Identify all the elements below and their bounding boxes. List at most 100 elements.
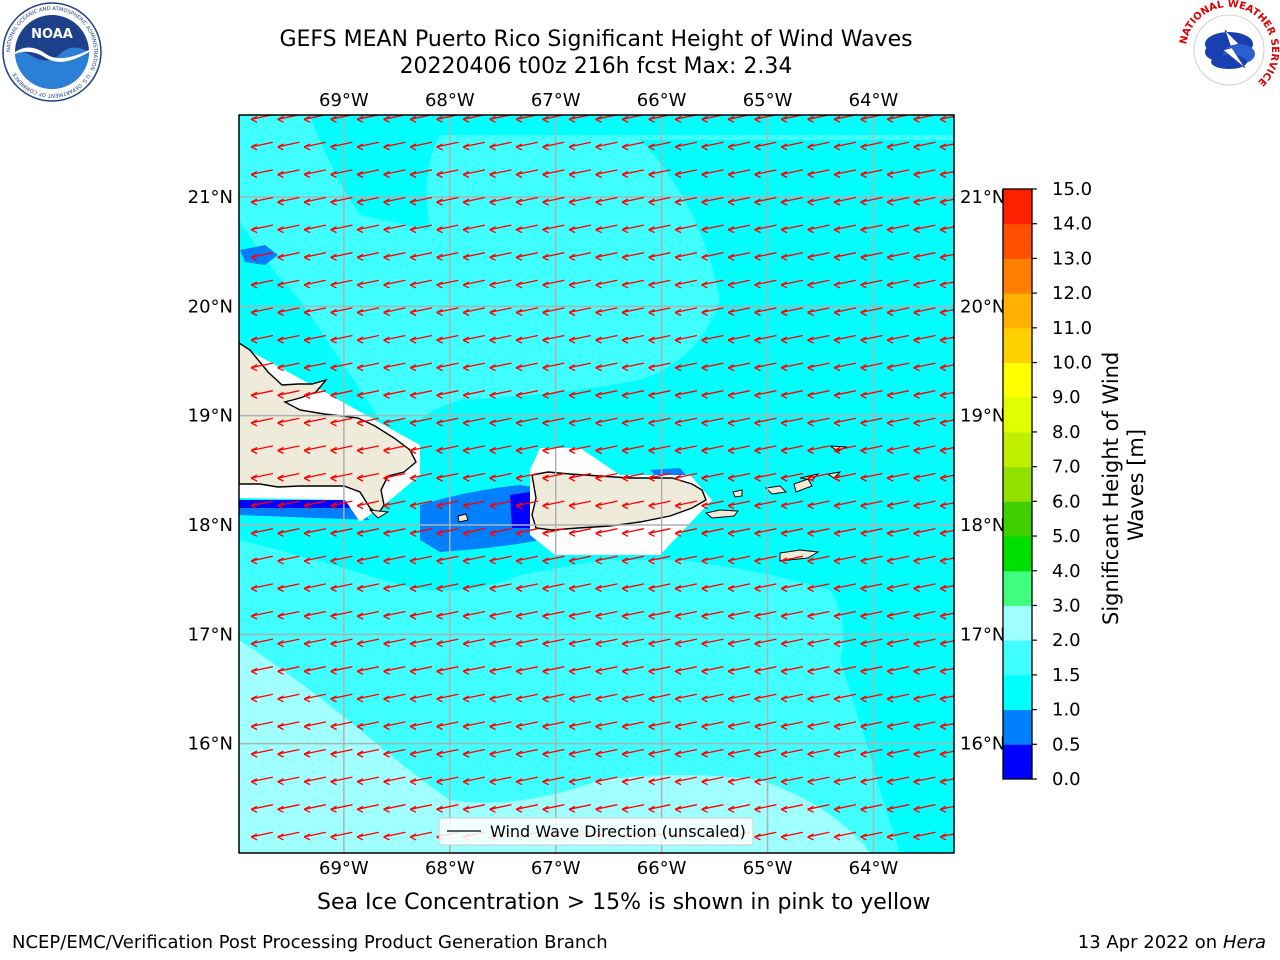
wave-direction-arrow	[515, 583, 539, 593]
wave-direction-arrow	[701, 334, 724, 344]
wave-direction-arrow	[250, 693, 274, 703]
wave-direction-arrow	[780, 721, 804, 731]
wave-direction-arrow	[886, 307, 910, 317]
wave-direction-arrow	[727, 196, 751, 206]
wave-direction-arrow	[701, 362, 724, 372]
lon-tick-label-bottom: 68°W	[425, 858, 475, 879]
wave-direction-arrow	[303, 307, 327, 317]
wave-direction-arrow	[595, 390, 618, 399]
wave-direction-arrow	[727, 417, 751, 427]
wave-direction-arrow	[568, 693, 592, 703]
wave-direction-arrow	[807, 776, 830, 786]
wave-direction-arrow	[727, 307, 751, 317]
wave-direction-arrow	[833, 583, 857, 593]
colorbar-tick-label: 10.0	[1052, 353, 1092, 374]
wave-direction-arrow	[727, 169, 751, 179]
wave-direction-arrow	[621, 500, 645, 510]
wave-direction-arrow	[330, 776, 353, 786]
wave-direction-arrow	[568, 169, 592, 179]
wave-direction-arrow	[807, 362, 830, 372]
wave-direction-arrow	[913, 307, 936, 317]
wave-direction-arrow	[701, 693, 724, 703]
wave-direction-arrow	[939, 722, 954, 731]
wave-direction-arrow	[409, 528, 433, 537]
wave-direction-arrow	[595, 417, 618, 427]
wave-direction-arrow	[489, 252, 512, 261]
wave-direction-arrow	[860, 224, 883, 234]
wave-direction-arrow	[356, 307, 380, 317]
wave-direction-arrow	[330, 555, 353, 565]
wave-direction-arrow	[515, 610, 539, 620]
lat-tick-label-right: 21°N	[960, 187, 1005, 208]
footer-date: 13 Apr 2022 on Hera	[1078, 932, 1266, 953]
wave-direction-arrow	[436, 224, 459, 234]
wave-direction-arrow	[807, 169, 830, 179]
wave-direction-arrow	[939, 391, 954, 399]
wave-direction-arrow	[356, 693, 380, 703]
wave-direction-arrow	[250, 583, 274, 593]
lat-tick-label-left: 16°N	[188, 734, 233, 755]
wave-direction-arrow	[886, 583, 910, 593]
wave-direction-arrow	[754, 307, 777, 317]
wave-direction-arrow	[674, 610, 698, 620]
wave-direction-arrow	[515, 721, 539, 731]
wave-direction-arrow	[939, 364, 954, 372]
wave-direction-arrow	[833, 638, 857, 648]
wave-direction-arrow	[913, 417, 936, 427]
wave-direction-arrow	[436, 334, 459, 344]
wave-direction-arrow	[303, 141, 327, 151]
wave-direction-arrow	[939, 143, 954, 151]
wave-direction-arrow	[939, 281, 954, 289]
wave-direction-arrow	[568, 334, 592, 344]
wave-direction-arrow	[648, 362, 671, 372]
wave-direction-arrow	[913, 693, 936, 703]
wave-direction-arrow	[542, 307, 565, 317]
wave-direction-arrow	[939, 198, 954, 206]
wave-direction-arrow	[886, 500, 910, 510]
wave-direction-arrow	[860, 252, 883, 261]
colorbar-swatch	[1003, 709, 1032, 745]
wave-direction-arrow	[701, 169, 724, 179]
wave-direction-arrow	[860, 500, 883, 510]
wave-direction-arrow	[568, 721, 592, 731]
wave-direction-arrow	[727, 445, 751, 455]
wave-direction-arrow	[621, 721, 645, 731]
wave-direction-arrow	[595, 279, 618, 289]
wave-direction-arrow	[913, 583, 936, 593]
wave-direction-arrow	[913, 610, 936, 620]
wave-direction-arrow	[436, 528, 459, 537]
wave-direction-arrow	[674, 196, 698, 206]
wave-direction-arrow	[939, 115, 954, 123]
wave-direction-arrow	[648, 417, 671, 427]
wave-direction-arrow	[648, 141, 671, 151]
wave-direction-arrow	[595, 445, 618, 455]
wave-direction-arrow	[727, 804, 751, 813]
wave-direction-arrow	[833, 196, 857, 206]
wave-direction-arrow	[860, 721, 883, 731]
lon-tick-label-top: 65°W	[743, 90, 793, 111]
wave-direction-arrow	[674, 362, 698, 372]
wave-direction-arrow	[330, 224, 353, 234]
wave-direction-arrow	[462, 196, 486, 206]
wave-direction-arrow	[807, 334, 830, 344]
wave-direction-arrow	[701, 141, 724, 151]
wave-direction-arrow	[701, 472, 724, 482]
wave-direction-arrow	[595, 693, 618, 703]
wave-direction-arrow	[356, 776, 380, 786]
wave-direction-arrow	[356, 528, 380, 537]
wave-direction-arrow	[701, 500, 724, 510]
wave-direction-arrow	[621, 776, 645, 786]
wave-direction-arrow	[780, 472, 804, 482]
wave-direction-arrow	[330, 445, 353, 455]
wave-direction-arrow	[356, 638, 380, 648]
wave-direction-arrow	[409, 334, 433, 344]
wave-direction-arrow	[542, 721, 565, 731]
wave-direction-arrow	[780, 610, 804, 620]
wave-direction-arrow	[807, 390, 830, 399]
lon-tick-label-bottom: 65°W	[743, 858, 793, 879]
wave-direction-arrow	[701, 196, 724, 206]
colorbar-tick-label: 2.0	[1052, 630, 1081, 651]
wave-direction-arrow	[303, 721, 327, 731]
wave-direction-arrow	[754, 610, 777, 620]
wave-direction-arrow	[674, 445, 698, 455]
